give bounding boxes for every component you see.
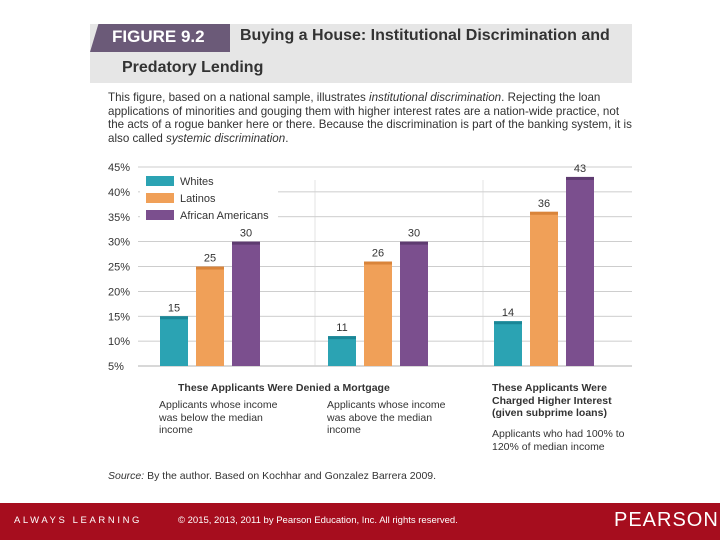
data-label: 25 — [204, 253, 216, 265]
legend-swatch-whites — [146, 176, 174, 186]
pearson-logo: PEARSON — [614, 509, 719, 531]
legend-label: Whites — [180, 176, 214, 188]
legend-label: African Americans — [180, 210, 269, 222]
bar-top-cap — [494, 321, 522, 325]
bar-top-cap — [232, 241, 260, 245]
footer-bar — [0, 503, 720, 540]
bar-top-cap — [530, 211, 558, 215]
always-learning-text: ALWAYS LEARNING — [14, 515, 143, 526]
bar-top-cap — [196, 266, 224, 270]
y-tick-label: 20% — [108, 286, 130, 298]
legend-swatch-latinos — [146, 193, 174, 203]
bar-top-cap — [364, 261, 392, 265]
y-tick-label: 15% — [108, 311, 130, 323]
bar-latinos — [196, 266, 224, 366]
figure-title-line2: Predatory Lending — [122, 59, 264, 76]
bar-top-cap — [160, 316, 188, 320]
bar-latinos — [530, 211, 558, 366]
y-tick-label: 25% — [108, 262, 130, 274]
data-label: 43 — [574, 163, 586, 175]
bar-whites — [328, 336, 356, 366]
y-tick-label: 40% — [108, 187, 130, 199]
source-text: By the author. Based on Kochhar and Gonz… — [144, 470, 437, 482]
data-label: 15 — [168, 302, 180, 314]
bar-african-americans — [400, 241, 428, 366]
bar-latinos — [364, 261, 392, 366]
figure-title-line1: Buying a House: Institutional Discrimina… — [240, 27, 610, 44]
y-tick-label: 35% — [108, 212, 130, 224]
legend-swatch-african-americans — [146, 210, 174, 220]
bar-top-cap — [400, 241, 428, 245]
bar-whites — [160, 316, 188, 366]
denied-group-heading: These Applicants Were Denied a Mortgage — [178, 382, 390, 394]
legend-label: Latinos — [180, 193, 216, 205]
bar-african-americans — [566, 176, 594, 366]
data-label: 14 — [502, 307, 514, 319]
intro-paragraph: This figure, based on a national sample,… — [108, 91, 634, 145]
charged-group-heading: These Applicants Were Charged Higher Int… — [492, 382, 612, 419]
data-label: 30 — [408, 228, 420, 240]
figure-label: FIGURE 9.2 — [112, 27, 205, 46]
bar-whites — [494, 321, 522, 366]
intro-emphasis-2: systemic discrimination — [166, 131, 286, 145]
data-label: 36 — [538, 198, 550, 210]
below-median-caption: Applicants whose income was below the me… — [159, 399, 278, 436]
intro-emphasis-1: institutional discrimination — [369, 91, 502, 104]
y-tick-label: 10% — [108, 336, 130, 348]
bar-top-cap — [566, 176, 594, 180]
intro-text-2: . Rejecting the loan applications of min… — [108, 91, 632, 145]
y-tick-label: 30% — [108, 237, 130, 249]
intro-text-1: This figure, based on a national sample,… — [108, 91, 370, 104]
y-tick-label: 5% — [108, 361, 124, 373]
median-range-caption: Applicants who had 100% to 120% of media… — [492, 428, 625, 453]
above-median-caption: Applicants whose income was above the me… — [327, 399, 446, 436]
data-label: 26 — [372, 248, 384, 260]
source-label: Source: — [108, 470, 145, 482]
intro-text-3: . — [285, 131, 289, 145]
source-note: Source: By the author. Based on Kochhar … — [108, 470, 436, 482]
bar-top-cap — [328, 336, 356, 340]
y-tick-label: 45% — [108, 162, 130, 174]
copyright-text: © 2015, 2013, 2011 by Pearson Education,… — [178, 515, 458, 526]
data-label: 30 — [240, 228, 252, 240]
figure-tab — [90, 24, 230, 52]
data-label: 11 — [336, 322, 347, 334]
bar-african-americans — [232, 241, 260, 366]
